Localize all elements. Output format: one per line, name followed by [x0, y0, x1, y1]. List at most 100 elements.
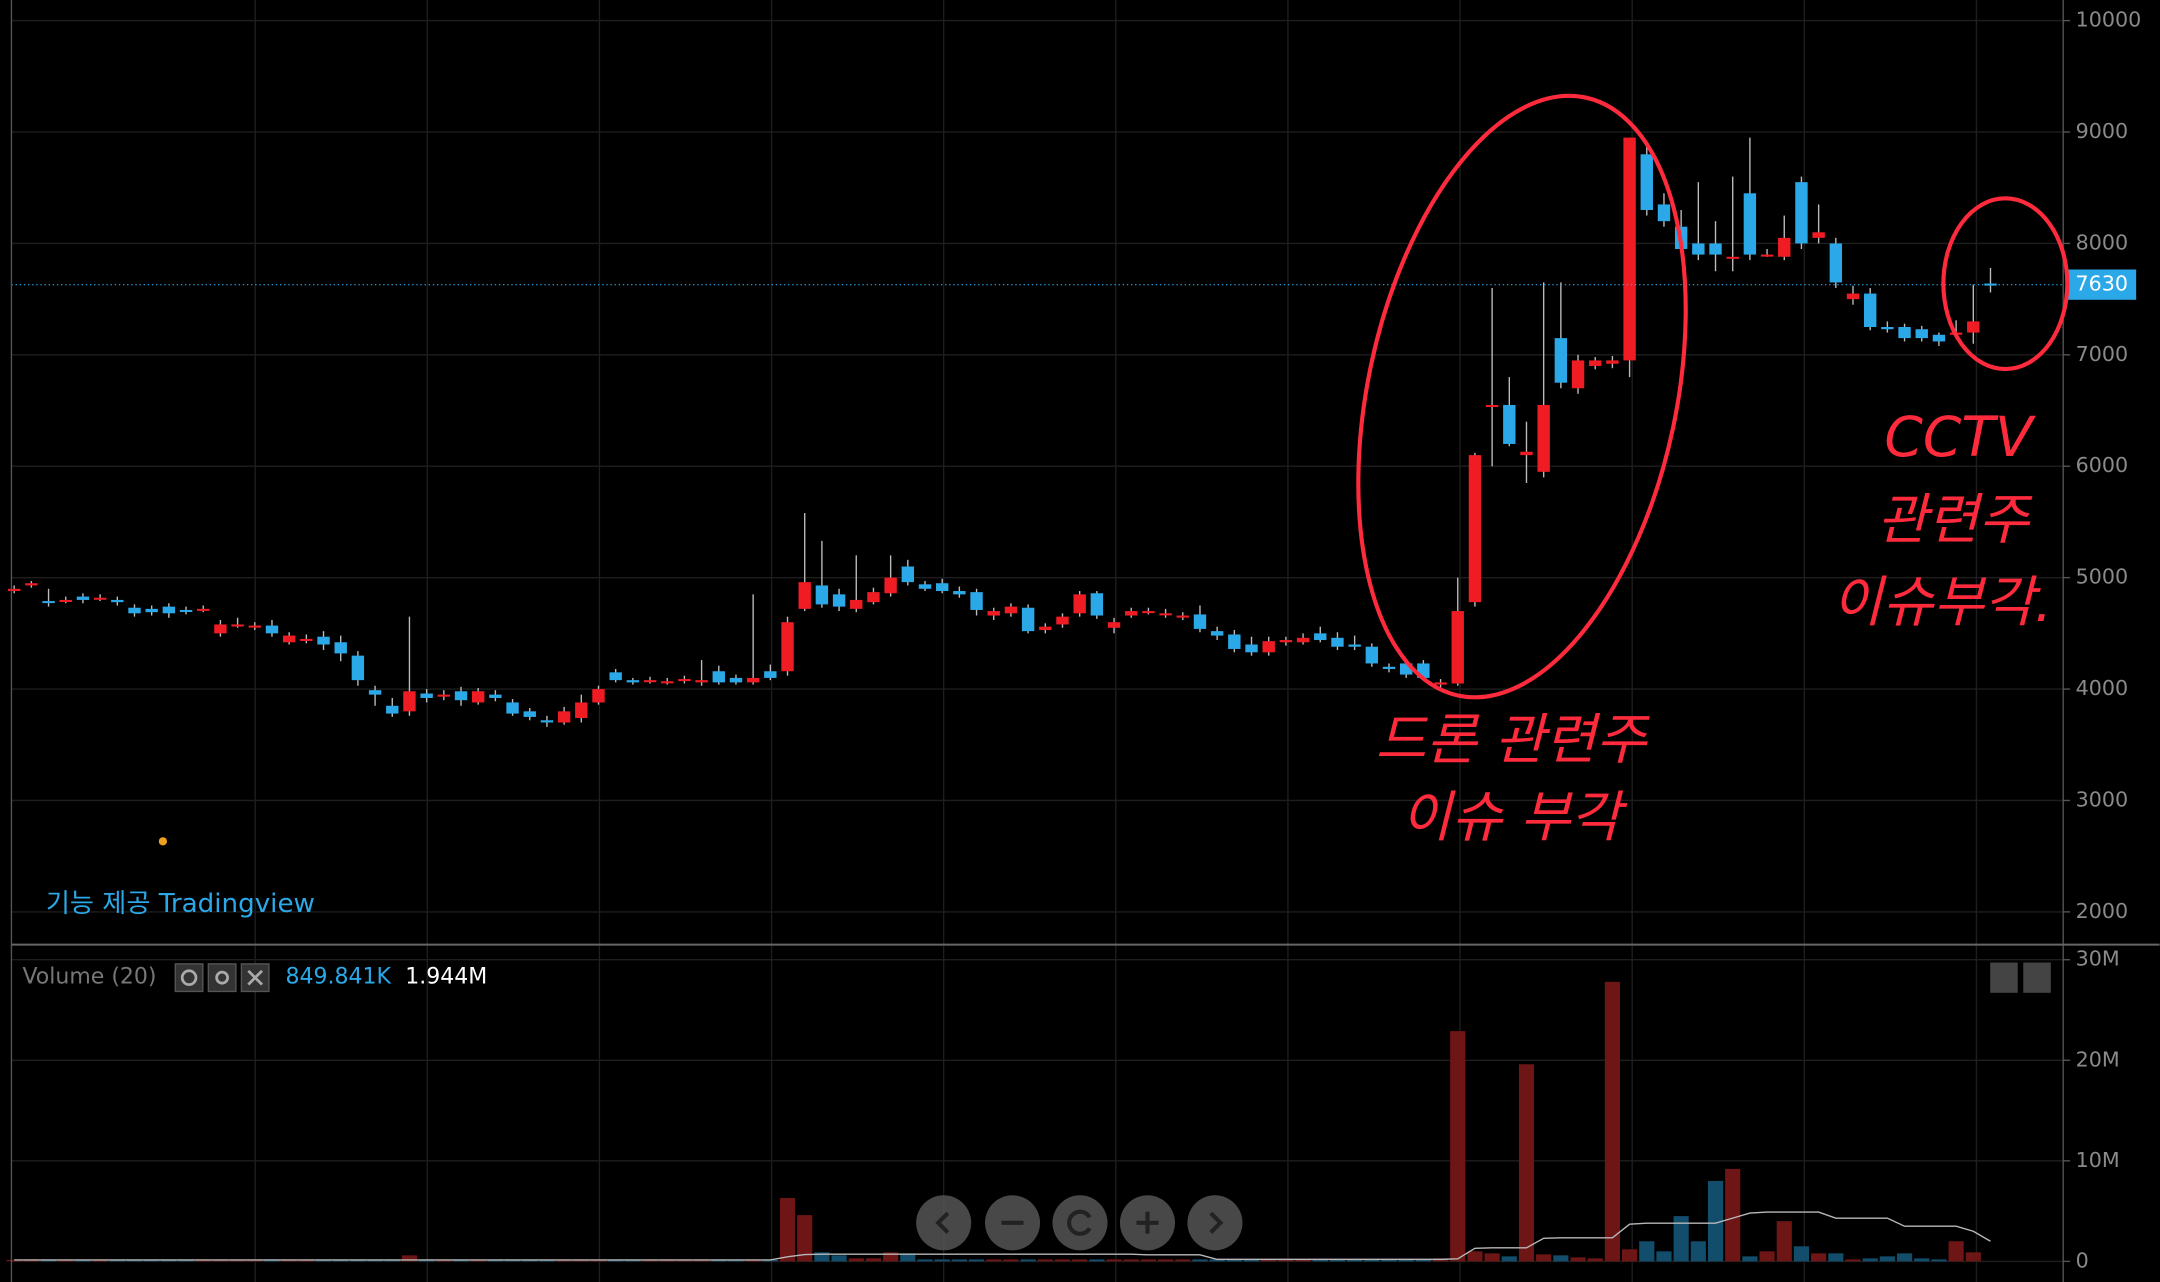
volume-bar [1158, 1259, 1174, 1262]
candle-body [1554, 338, 1568, 383]
y-tick-label: 2000 [2076, 899, 2129, 923]
volume-bar [1450, 1031, 1466, 1262]
candle-body [76, 596, 90, 600]
candle-body [1073, 594, 1086, 614]
volume-bar [1639, 1241, 1655, 1262]
candle-body [145, 608, 158, 613]
volume-bar [745, 1259, 761, 1262]
candle-body [420, 693, 433, 698]
candle-body [1726, 256, 1739, 259]
candle-body [867, 592, 880, 603]
nav-glyphs [935, 1209, 1224, 1236]
volume-bar [659, 1259, 675, 1262]
volume-bar [161, 1259, 177, 1262]
volume-bar [1243, 1259, 1260, 1262]
credit: 기능 제공 Tradingview [46, 889, 315, 919]
candle-body [1829, 243, 1843, 283]
volume-bar [92, 1259, 108, 1262]
candle-body [1399, 663, 1413, 675]
candle-body [575, 702, 588, 719]
candle-body [1485, 404, 1499, 408]
candle-body [128, 607, 141, 614]
volume-bar [900, 1253, 916, 1262]
candle-body [1451, 611, 1464, 684]
candle-body [25, 583, 38, 586]
candle-body [557, 711, 571, 723]
volume-bar [1622, 1249, 1638, 1262]
volume-bar [1862, 1258, 1878, 1262]
volume-bar [109, 1259, 125, 1262]
candle-body [1176, 615, 1189, 618]
volume-bar [1106, 1259, 1122, 1262]
candle-body [1657, 204, 1671, 222]
volume-bar [1398, 1259, 1414, 1262]
candle-body [1623, 137, 1636, 361]
candle-body [1090, 593, 1104, 616]
pane-buttons[interactable] [1990, 962, 2051, 993]
candle-body [626, 680, 640, 683]
volume-bar [298, 1259, 314, 1262]
candle-body [489, 694, 502, 698]
y-tick-label: 7000 [2076, 342, 2129, 366]
volume-bar [1089, 1259, 1105, 1262]
y-tick-label: 5000 [2076, 565, 2129, 589]
candle-body [1571, 360, 1585, 389]
dot [158, 837, 168, 846]
candle-body [1004, 606, 1018, 614]
candle-body [1142, 611, 1155, 614]
volume-bar [1896, 1253, 1913, 1262]
candle-body [1932, 334, 1946, 342]
volume-bar [126, 1259, 143, 1262]
volume-bar [951, 1259, 967, 1262]
volume-bar [522, 1259, 538, 1262]
last-price-label: 7630 [2075, 272, 2128, 296]
volume-bar [1914, 1258, 1930, 1262]
y-tick-label: 30M [2076, 947, 2120, 971]
annotation: 이슈부각. [1832, 570, 2052, 634]
volume-bar [1776, 1221, 1792, 1262]
volume-bar [75, 1259, 91, 1262]
candle-body [1743, 193, 1757, 255]
candle-body [454, 691, 468, 701]
volume-bar [1072, 1259, 1088, 1262]
candle-body [1159, 613, 1172, 616]
volume-title: Volume (20) [22, 965, 156, 990]
volume-bar [264, 1259, 280, 1262]
candle-body [59, 599, 72, 602]
volume-bar [1295, 1259, 1311, 1262]
volume-bar [1175, 1259, 1191, 1262]
candle-body [953, 591, 966, 595]
volume-bar [1845, 1259, 1861, 1262]
candle-body [540, 720, 554, 723]
candle-body [437, 694, 451, 697]
volume-bar [1690, 1241, 1706, 1262]
volume-bar [1879, 1256, 1895, 1262]
annotation: CCTV [1884, 405, 2036, 469]
volume-bar [1759, 1251, 1775, 1262]
y-tick-label: 20M [2076, 1047, 2120, 1071]
volume-bar [315, 1259, 332, 1262]
candle-body [1314, 633, 1327, 641]
volume-bar [1725, 1168, 1741, 1262]
candle-body [764, 671, 777, 678]
y-tick-label: 3000 [2076, 787, 2129, 811]
volume-bar [247, 1259, 263, 1262]
candle-body [901, 566, 915, 583]
candle-body [1039, 626, 1052, 631]
candle-body [368, 690, 382, 695]
volume-bar [1329, 1259, 1346, 1262]
volume-bar [1312, 1259, 1328, 1262]
volume-bar [573, 1259, 589, 1262]
candle-body [1125, 611, 1138, 616]
volume-bar [556, 1259, 572, 1262]
candle-body [1760, 254, 1774, 257]
volume-bar [1707, 1180, 1724, 1262]
candle-body [1795, 182, 1808, 244]
volume-bar [453, 1259, 469, 1262]
candle-body [884, 577, 897, 594]
candle-body [1107, 622, 1121, 628]
candle-body [1915, 329, 1928, 339]
volume-bar [1536, 1254, 1552, 1262]
legend-icons[interactable] [174, 963, 270, 993]
volume-bar [694, 1259, 710, 1262]
